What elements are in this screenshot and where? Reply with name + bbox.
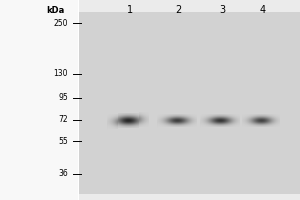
Text: 2: 2 xyxy=(175,5,181,15)
Text: kDa: kDa xyxy=(46,6,64,15)
Text: 72: 72 xyxy=(58,116,68,124)
Text: 4: 4 xyxy=(260,5,266,15)
Text: 250: 250 xyxy=(53,19,68,27)
Text: 95: 95 xyxy=(58,94,68,102)
Text: 1: 1 xyxy=(127,5,133,15)
Text: 130: 130 xyxy=(53,70,68,78)
Text: 3: 3 xyxy=(219,5,225,15)
Text: 55: 55 xyxy=(58,136,68,146)
Text: 36: 36 xyxy=(58,170,68,178)
